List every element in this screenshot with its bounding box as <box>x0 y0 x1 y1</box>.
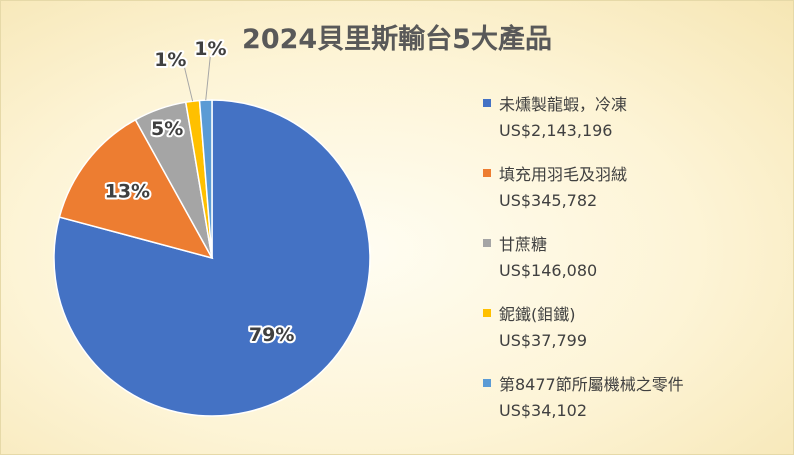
legend-swatch <box>483 169 491 177</box>
legend-value: US$37,799 <box>499 331 588 350</box>
pie-slice <box>58 118 214 260</box>
legend-label: 第8477節所屬機械之零件 <box>499 375 684 394</box>
legend-item: 填充用羽毛及羽絨 US$345,782 <box>481 159 781 229</box>
legend-swatch <box>483 379 491 387</box>
legend-value: US$34,102 <box>499 401 588 420</box>
legend-value: US$146,080 <box>499 261 598 280</box>
chart-title: 2024貝里斯輸台5大產品 <box>242 24 552 55</box>
leader-line <box>183 66 194 102</box>
legend-swatch <box>483 239 491 247</box>
data-label: 1% <box>154 49 186 71</box>
legend-label: 甘蔗糖 <box>499 235 548 254</box>
data-label: 13% <box>105 180 150 202</box>
data-label: 1% <box>194 38 226 60</box>
legend-item: 未燻製龍蝦，冷凍 US$2,143,196 <box>481 89 781 159</box>
legend-swatch <box>483 99 491 107</box>
data-label: 5% <box>151 118 183 140</box>
legend-label: 填充用羽毛及羽絨 <box>499 165 628 184</box>
legend-label: 鈮鐵(鉬鐵) <box>499 305 576 324</box>
legend-swatch <box>483 309 491 317</box>
data-label: 79% <box>249 324 294 346</box>
legend-label: 未燻製龍蝦，冷凍 <box>499 95 628 114</box>
legend-value: US$345,782 <box>499 191 598 210</box>
leader-line <box>205 55 211 101</box>
legend-item: 第8477節所屬機械之零件 US$34,102 <box>481 369 781 439</box>
legend-value: US$2,143,196 <box>499 121 613 140</box>
legend-item: 鈮鐵(鉬鐵) US$37,799 <box>481 299 781 369</box>
legend-item: 甘蔗糖 US$146,080 <box>481 229 781 299</box>
legend: 未燻製龍蝦，冷凍 US$2,143,196 填充用羽毛及羽絨 US$345,78… <box>481 89 781 439</box>
